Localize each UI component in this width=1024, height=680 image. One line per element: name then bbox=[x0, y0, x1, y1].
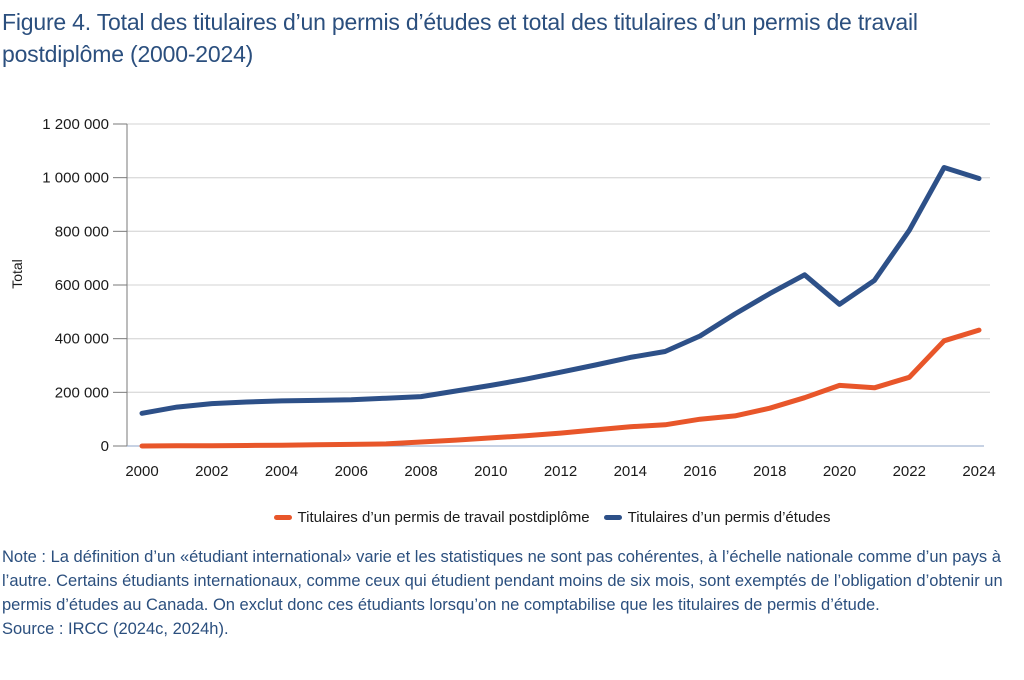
source-text: Source : IRCC (2024c, 2024h). bbox=[2, 620, 229, 638]
series-line-0 bbox=[139, 327, 982, 449]
legend-item-ptpd: Titulaires d’un permis de travail postdi… bbox=[273, 508, 590, 526]
legend-item-study-permit: Titulaires d’un permis d’études bbox=[603, 508, 831, 526]
x-axis: 2000 2002 2004 2006 2008 2010 2012 2014 2016 2018… bbox=[125, 445, 996, 480]
y-axis: 0 200 000 400 000 600 000 800 000 1 000 000 1 … bbox=[42, 116, 128, 455]
y-tick-label: 0 bbox=[101, 438, 109, 455]
legend: Titulaires d’un permis de travail postdi… bbox=[0, 505, 1024, 529]
y-tick-label: 600 000 bbox=[55, 277, 109, 294]
figure-notes: Note : La définition d’un «étudiant inte… bbox=[2, 545, 1022, 641]
legend-label-study-permit: Titulaires d’un permis d’études bbox=[627, 508, 831, 526]
x-tick-label: 2006 bbox=[335, 463, 368, 480]
line-chart: 0 200 000 400 000 600 000 800 000 1 000 000 1 … bbox=[9, 116, 996, 480]
x-tick-label: 2020 bbox=[823, 463, 856, 480]
x-tick-label: 2004 bbox=[265, 463, 298, 480]
legend-label-ptpd: Titulaires d’un permis de travail postdi… bbox=[297, 508, 590, 526]
x-tick-label: 2008 bbox=[404, 463, 437, 480]
gridlines bbox=[127, 123, 990, 393]
figure-title: Figure 4. Total des titulaires d’un perm… bbox=[2, 9, 918, 67]
x-tick-label: 2018 bbox=[753, 463, 786, 480]
y-tick-label: 1 000 000 bbox=[42, 170, 109, 187]
legend-swatch-study-permit bbox=[603, 514, 622, 520]
y-tick-label: 1 200 000 bbox=[42, 116, 109, 133]
y-axis-title: Total bbox=[9, 259, 25, 289]
note-text: Note : La définition d’un «étudiant inte… bbox=[2, 548, 1003, 614]
y-tick-label: 400 000 bbox=[55, 331, 109, 348]
x-tick-label: 2000 bbox=[125, 463, 158, 480]
x-tick-label: 2012 bbox=[544, 463, 577, 480]
y-tick-label: 200 000 bbox=[55, 384, 109, 401]
x-tick-label: 2014 bbox=[614, 463, 647, 480]
x-tick-label: 2016 bbox=[683, 463, 716, 480]
x-tick-label: 2024 bbox=[962, 463, 995, 480]
series-lines bbox=[139, 165, 982, 449]
x-tick-label: 2022 bbox=[893, 463, 926, 480]
x-tick-label: 2002 bbox=[195, 463, 228, 480]
legend-swatch-ptpd bbox=[273, 514, 292, 520]
x-tick-label: 2010 bbox=[474, 463, 507, 480]
series-line-1 bbox=[139, 165, 982, 416]
y-tick-label: 800 000 bbox=[55, 223, 109, 240]
